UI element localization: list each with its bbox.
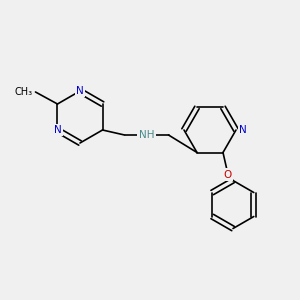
- Text: N: N: [239, 125, 247, 135]
- Text: N: N: [54, 125, 61, 135]
- Text: CH₃: CH₃: [14, 87, 32, 97]
- Text: N: N: [76, 86, 84, 96]
- Text: NH: NH: [139, 130, 154, 140]
- Text: O: O: [224, 169, 232, 179]
